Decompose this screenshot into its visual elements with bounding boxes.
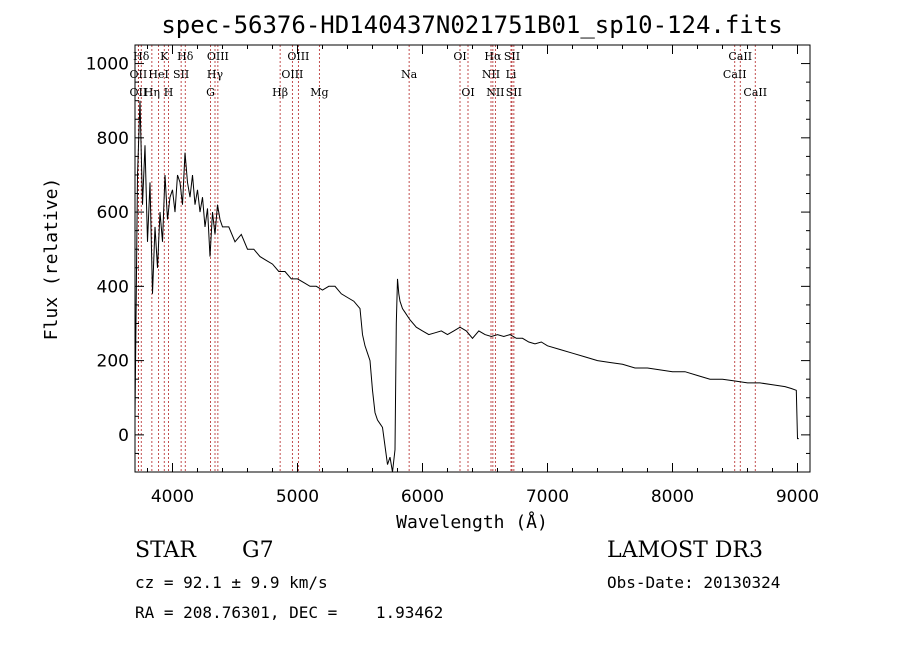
- line-label-2: OII: [130, 86, 148, 99]
- x-tick-label-4: 8000: [651, 487, 694, 507]
- redshift-velocity: cz = 92.1 ± 9.9 km/s: [135, 573, 328, 592]
- x-tick-label-1: 5000: [276, 487, 319, 507]
- spectral-line-labels: Hδ OII OII K HeI Hη SII H Hδ OIII Hγ G Hβ OIII OIII Mg N…: [130, 50, 768, 99]
- line-label-19: Hα: [484, 50, 502, 63]
- line-label-3: K: [160, 50, 169, 63]
- line-label-4: HeI: [148, 68, 168, 81]
- x-tick-label-3: 7000: [526, 487, 569, 507]
- y-axis-label: Flux (relative): [41, 178, 62, 341]
- y-tick-label-0: 0: [118, 426, 129, 446]
- line-label-25: CaII: [728, 50, 752, 63]
- y-axis-ticks: 0 200 400 600 800 1000: [86, 55, 810, 473]
- y-tick-label-4: 800: [97, 129, 129, 149]
- line-label-12: Hβ: [272, 86, 288, 99]
- x-tick-label-5: 9000: [776, 487, 819, 507]
- line-label-13: OIII: [287, 50, 309, 63]
- line-label-9: OIII: [207, 50, 229, 63]
- y-tick-label-3: 600: [97, 203, 129, 223]
- line-label-16: Na: [401, 68, 418, 81]
- x-tick-label-2: 6000: [401, 487, 444, 507]
- line-label-14: OIII: [281, 68, 303, 81]
- x-tick-label-0: 4000: [151, 487, 194, 507]
- spectral-line-markers: [137, 45, 756, 472]
- chart-title: spec-56376-HD140437N021751B01_sp10-124.f…: [161, 11, 782, 39]
- object-class: STAR: [135, 538, 196, 563]
- line-label-26: CaII: [723, 68, 747, 81]
- line-label-21: NII: [486, 86, 504, 99]
- line-label-15: Mg: [310, 86, 328, 99]
- line-label-10: Hγ: [207, 68, 224, 81]
- x-axis-ticks: 4000 5000 6000 7000 8000 9000: [147, 45, 819, 507]
- plot-frame: [134, 44, 811, 473]
- observation-date: Obs-Date: 20130324: [607, 573, 781, 592]
- object-subclass: G7: [242, 538, 274, 563]
- line-label-17: OI: [453, 50, 466, 63]
- y-tick-label-2: 400: [97, 277, 129, 297]
- y-tick-label-1: 200: [97, 352, 129, 372]
- line-label-20: NII: [482, 68, 500, 81]
- line-label-22: SII: [504, 50, 520, 63]
- line-label-18: OI: [461, 86, 474, 99]
- line-label-8: Hδ: [177, 50, 194, 63]
- line-label-23: Li: [506, 68, 517, 81]
- flux-series-line: [134, 100, 799, 473]
- y-tick-label-5: 1000: [86, 55, 129, 75]
- line-label-6: SII: [173, 68, 189, 81]
- line-label-7: H: [164, 86, 174, 99]
- line-label-24: SII: [506, 86, 522, 99]
- line-label-11: G: [206, 86, 215, 99]
- coordinates: RA = 208.76301, DEC = 1.93462: [135, 603, 444, 622]
- line-label-1: OII: [130, 68, 148, 81]
- line-label-27: CaII: [743, 86, 767, 99]
- line-label-5: Hη: [144, 86, 160, 99]
- line-label-0: Hδ: [133, 50, 150, 63]
- survey-name: LAMOST DR3: [607, 538, 763, 563]
- x-axis-label: Wavelength (Å): [396, 511, 548, 533]
